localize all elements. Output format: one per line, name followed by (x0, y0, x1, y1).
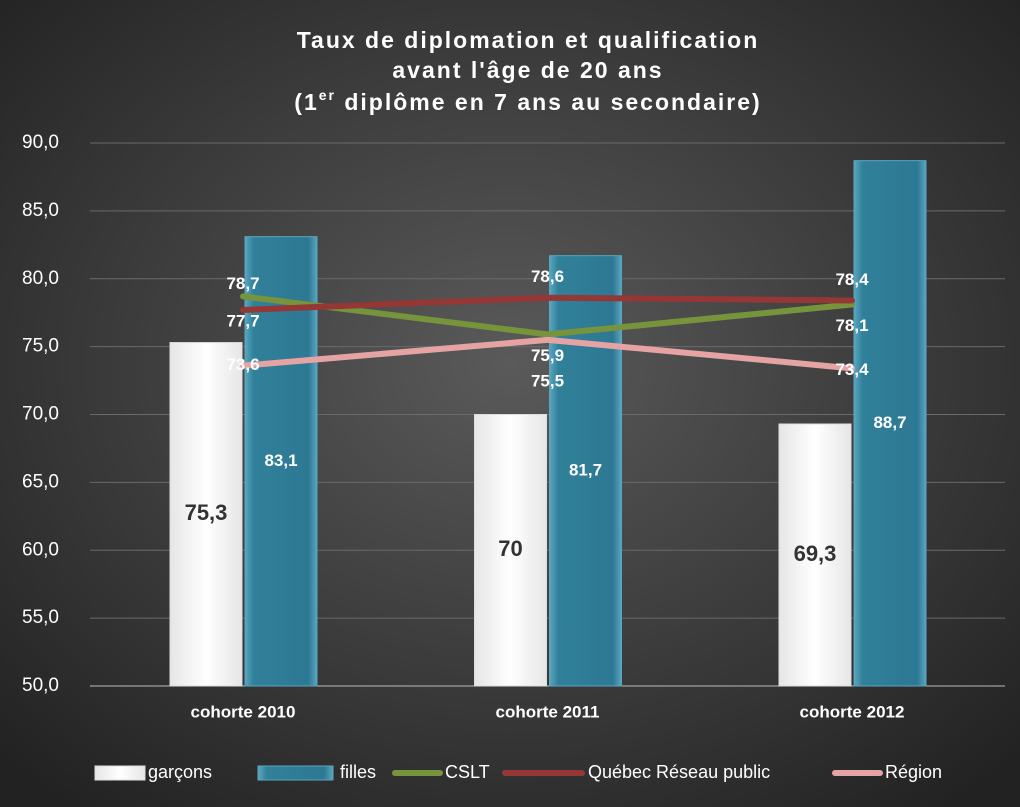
y-tick-label: 90,0 (22, 132, 59, 153)
y-tick-label: 85,0 (22, 200, 59, 221)
data-label: 75,5 (531, 371, 564, 390)
bar (778, 423, 852, 687)
title-part: diplôme en 7 ans au secondaire) (336, 89, 762, 115)
data-label: 78,6 (531, 267, 564, 286)
data-label: 69,3 (794, 541, 837, 566)
legend-swatch (94, 765, 146, 781)
data-label: 75,9 (531, 346, 564, 365)
data-label: 70 (498, 536, 522, 561)
y-tick-label: 50,0 (22, 675, 59, 696)
title: Taux de diplomation et qualification ava… (294, 27, 761, 115)
legend-label: Québec Réseau public (588, 762, 770, 782)
data-label: 77,7 (226, 311, 259, 330)
legend-swatch (257, 765, 334, 781)
y-tick-label: 70,0 (22, 404, 59, 425)
data-label: 73,6 (226, 355, 259, 374)
line (240, 293, 855, 338)
title-line: avant l'âge de 20 ans (392, 57, 663, 83)
legend-label: filles (340, 762, 376, 782)
y-tick-label: 80,0 (22, 268, 59, 289)
y-tick-label: 65,0 (22, 471, 59, 492)
data-label: 81,7 (569, 460, 602, 479)
bar (853, 160, 927, 687)
data-label: 73,4 (835, 360, 869, 379)
x-tick-label: cohorte 2010 (191, 702, 296, 721)
bar (474, 414, 547, 687)
title-sup: er (319, 87, 336, 103)
legend-label: garçons (148, 762, 212, 782)
title-part: (1 (294, 89, 318, 115)
data-label: 78,1 (835, 316, 868, 335)
data-label: 78,7 (226, 274, 259, 293)
legend-label: Région (885, 762, 942, 782)
x-tick-label: cohorte 2012 (800, 702, 905, 721)
title-line: Taux de diplomation et qualification (297, 27, 760, 53)
y-tick-label: 75,0 (22, 336, 59, 357)
line (240, 336, 855, 372)
y-tick-label: 60,0 (22, 539, 59, 560)
data-label: 75,3 (185, 500, 228, 525)
line (240, 294, 855, 313)
data-label: 88,7 (873, 413, 906, 432)
data-label: 78,4 (835, 270, 869, 289)
bar (169, 342, 243, 687)
legend-label: CSLT (445, 762, 490, 782)
x-tick-label: cohorte 2011 (496, 702, 600, 721)
data-label: 83,1 (264, 451, 297, 470)
y-tick-label: 55,0 (22, 607, 59, 628)
title-line: (1er diplôme en 7 ans au secondaire) (294, 87, 761, 115)
